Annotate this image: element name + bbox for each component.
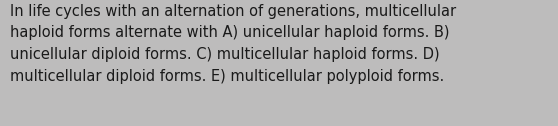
Text: In life cycles with an alternation of generations, multicellular
haploid forms a: In life cycles with an alternation of ge… [10, 4, 456, 84]
